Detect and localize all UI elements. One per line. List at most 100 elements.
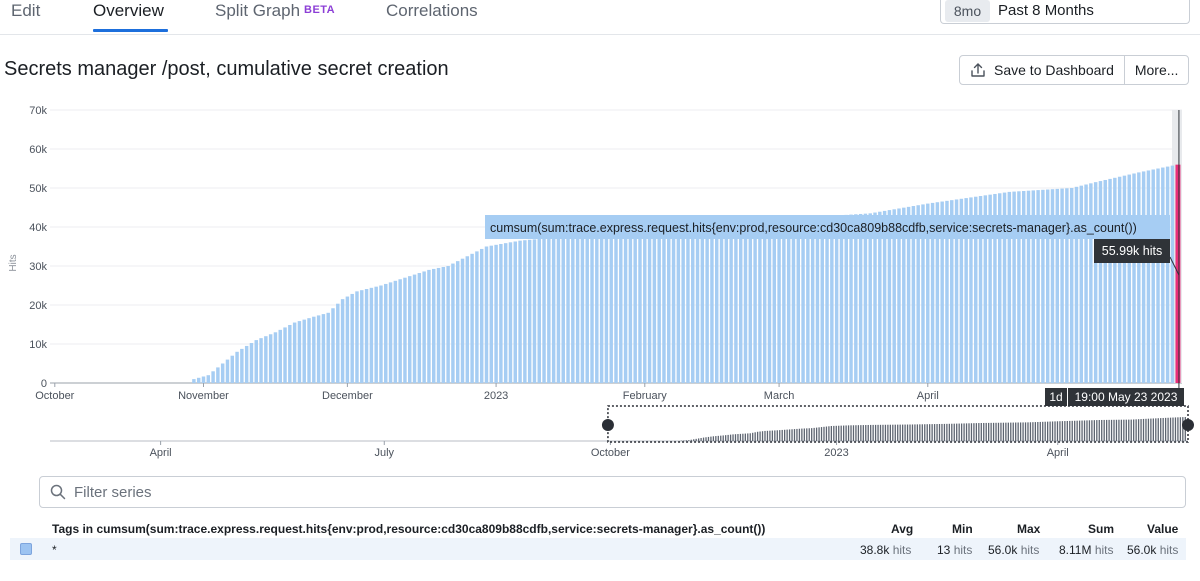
navigator-bar <box>1010 422 1012 441</box>
navigator-handle-right[interactable] <box>1182 419 1194 431</box>
navigator-bar <box>936 424 938 441</box>
navigator-bar <box>926 424 928 441</box>
navigator-bar <box>727 434 729 441</box>
tab-overview[interactable]: Overview <box>93 1 164 20</box>
navigator-bar <box>1128 419 1130 441</box>
chart-bar <box>240 348 244 383</box>
navigator-bar <box>840 425 842 441</box>
chart-bar <box>249 343 254 383</box>
chart-bar <box>321 314 326 383</box>
navigator-bar <box>968 423 970 441</box>
navigator-bar <box>1054 421 1056 441</box>
navigator-bar <box>887 424 889 441</box>
chart-bar <box>1156 168 1160 383</box>
filter-series-input[interactable] <box>74 480 1174 504</box>
filter-series-field[interactable] <box>39 476 1186 508</box>
chart-bar <box>216 367 220 383</box>
navigator-bar <box>683 440 685 441</box>
chart-bar <box>940 201 944 383</box>
navigator-bar <box>860 425 862 441</box>
timeseries-chart[interactable]: Hits 0 10k 20k 30k 40k 50k 60k 70k October Novem… <box>0 95 1200 413</box>
chart-bar <box>566 236 570 383</box>
chart-bar <box>230 355 234 383</box>
table-row[interactable] <box>10 538 1186 560</box>
chart-bar <box>1031 190 1036 383</box>
navigator-bar <box>892 424 894 441</box>
navigator-bar <box>1120 419 1123 441</box>
navigator-bar <box>693 439 695 441</box>
chart-bar <box>398 279 402 383</box>
chart-bar <box>1074 186 1079 383</box>
tab-edit[interactable]: Edit <box>11 1 41 20</box>
navigator-bar <box>793 429 796 441</box>
y-tick-label: 30k <box>29 261 47 273</box>
chart-bar <box>292 322 297 383</box>
navigator-bar <box>879 424 882 441</box>
table-header-avg[interactable]: Avg <box>891 522 914 536</box>
series-color-checkbox[interactable] <box>20 543 32 555</box>
chart-bar <box>830 215 834 383</box>
table-header-tags: Tags in cumsum(sum:trace.express.request… <box>52 522 766 536</box>
table-header-value[interactable]: Value <box>1147 522 1179 536</box>
chart-bar <box>369 287 374 383</box>
chart-bar <box>302 319 306 383</box>
y-tick-label: 40k <box>29 222 47 234</box>
y-axis-label: Hits <box>8 254 19 271</box>
navigator-bar <box>1137 419 1140 441</box>
chart-bar <box>595 235 599 383</box>
navigator-bar <box>1076 420 1078 441</box>
navigator-bar <box>828 426 830 441</box>
timeframe-badge: 8mo <box>945 0 990 22</box>
chart-bar <box>858 213 863 383</box>
save-to-dashboard-button[interactable]: Save to Dashboard <box>960 56 1124 84</box>
navigator-bar <box>906 424 909 441</box>
navigator-bar <box>845 425 847 441</box>
chart-bar <box>273 332 278 383</box>
navigator-bar <box>1101 419 1103 441</box>
chart-bar <box>892 209 896 383</box>
table-header-sum[interactable]: Sum <box>1088 522 1115 536</box>
navigator-bar <box>941 423 943 441</box>
table-header-max[interactable]: Max <box>1017 522 1041 536</box>
chart-bar <box>220 363 225 383</box>
navigator-bar <box>734 434 737 441</box>
chart-bar <box>724 225 729 383</box>
more-button[interactable]: More... <box>1123 56 1189 84</box>
navigator-bar <box>978 423 980 441</box>
navigator-bar <box>1044 421 1046 441</box>
chart-bar <box>1002 192 1007 383</box>
navigator-bar <box>865 425 867 441</box>
chart-bar <box>705 227 709 383</box>
chart-bar <box>988 194 992 383</box>
navigator-bar <box>744 433 746 441</box>
chart-bar <box>969 197 973 383</box>
navigator-bar <box>1147 418 1150 441</box>
chart-bar <box>1117 176 1122 383</box>
navigator-bar <box>1115 419 1118 441</box>
navigator-bar <box>1179 417 1182 441</box>
table-header-min[interactable]: Min <box>952 522 973 536</box>
navigator-bar <box>749 433 751 441</box>
time-navigator[interactable]: April July October 2023 April <box>0 405 1200 465</box>
chart-bar <box>710 227 714 383</box>
tab-correlations[interactable]: Correlations <box>386 1 478 20</box>
navigator-bar <box>1123 419 1125 441</box>
chart-bar <box>244 345 249 383</box>
rollup-badge-label: 1d <box>1049 390 1062 404</box>
chart-bar <box>844 214 848 383</box>
chart-bar <box>1146 170 1151 383</box>
navigator-bar <box>1160 418 1162 441</box>
chart-bar <box>748 222 753 383</box>
y-tick-label: 0 <box>41 378 47 390</box>
timeframe-selector[interactable]: 8mo Past 8 Months <box>940 0 1190 24</box>
chart-bar <box>839 215 844 383</box>
navigator-bar <box>1113 419 1115 441</box>
chart-bar <box>326 312 330 383</box>
hover-time-box <box>1068 388 1184 406</box>
navigator-handle-left[interactable] <box>601 419 614 431</box>
row-avg-value: 38.8k <box>860 543 890 557</box>
chart-bar <box>551 237 556 383</box>
chart-bar <box>1065 188 1069 383</box>
navigator-bar <box>786 429 788 441</box>
tab-split-graph[interactable]: Split Graph <box>215 1 301 20</box>
